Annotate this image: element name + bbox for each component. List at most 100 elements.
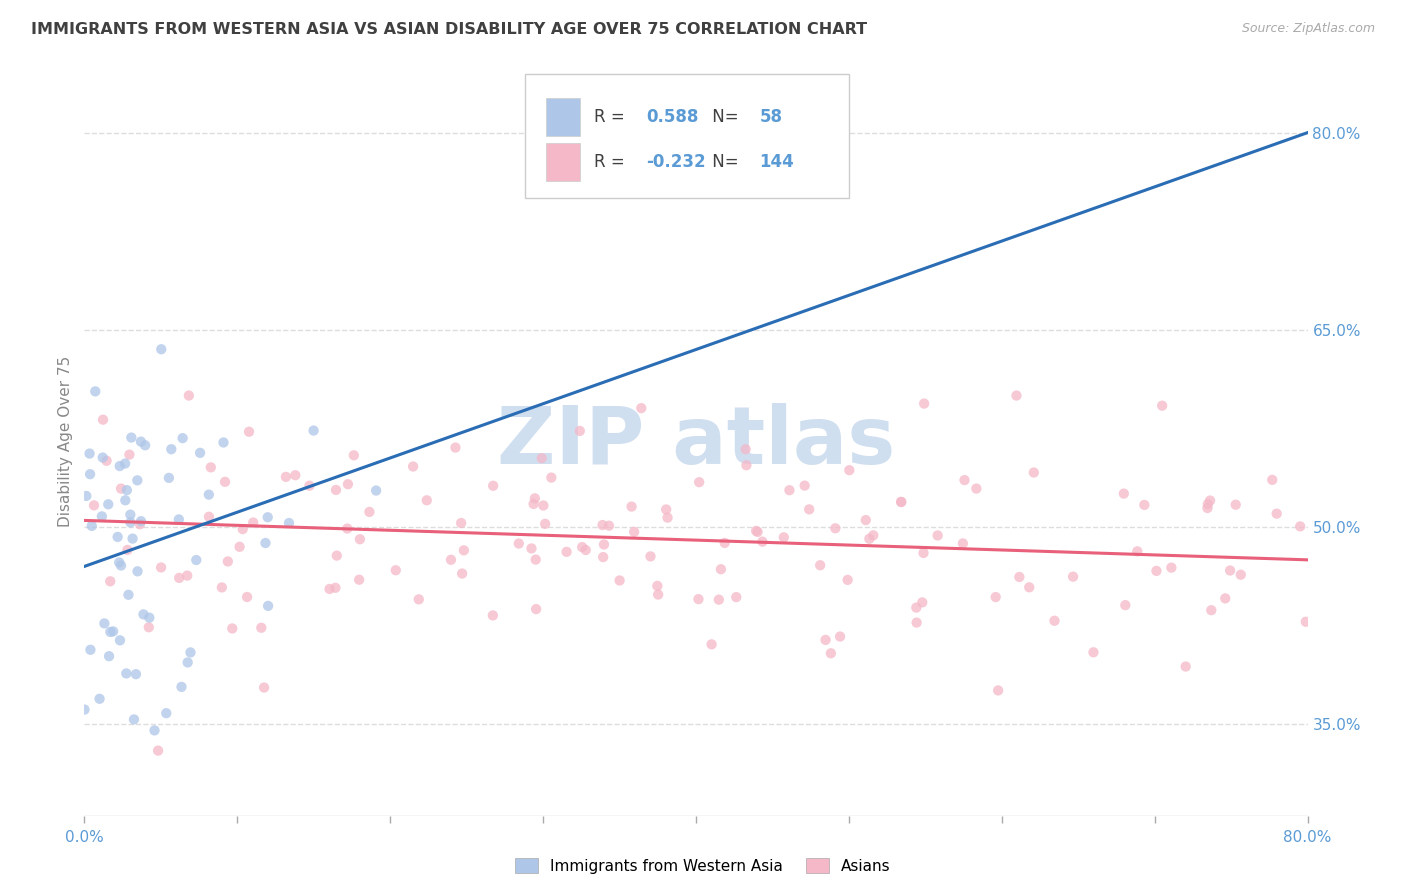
Point — [326, 549, 349, 563]
Point — [952, 536, 974, 550]
Point — [440, 553, 463, 567]
Point — [211, 581, 233, 595]
Point — [284, 468, 307, 483]
Point — [540, 470, 562, 484]
Point — [1199, 493, 1222, 508]
Point — [1114, 598, 1136, 612]
Bar — [546, 144, 579, 181]
Point — [115, 666, 138, 681]
Point — [114, 457, 136, 471]
Point — [799, 502, 821, 516]
Point — [1112, 486, 1135, 500]
Point — [965, 482, 987, 496]
Point — [120, 508, 142, 522]
Point — [138, 620, 160, 634]
Point — [155, 706, 177, 721]
Point — [179, 645, 201, 659]
Point — [89, 691, 111, 706]
Point — [298, 478, 321, 492]
Point — [912, 546, 935, 560]
Point — [347, 573, 370, 587]
Point — [110, 558, 132, 573]
Point — [747, 524, 769, 539]
Point — [101, 624, 124, 639]
Point — [520, 541, 543, 556]
Point — [1219, 564, 1241, 578]
Point — [630, 401, 652, 416]
Point — [157, 471, 180, 485]
Text: N=: N= — [707, 108, 744, 126]
Point — [349, 533, 371, 547]
Point — [523, 491, 546, 506]
Point — [416, 493, 439, 508]
Point — [524, 552, 547, 566]
Point — [655, 502, 678, 516]
Point — [837, 573, 859, 587]
Point — [592, 550, 614, 565]
Point — [129, 517, 152, 532]
Point — [1261, 473, 1284, 487]
Point — [75, 489, 97, 503]
Point — [221, 622, 243, 636]
Point — [232, 522, 254, 536]
Point — [117, 588, 139, 602]
Point — [508, 536, 530, 550]
Point — [911, 595, 934, 609]
Point — [444, 441, 467, 455]
Point — [1005, 388, 1028, 402]
Point — [172, 431, 194, 445]
Point — [778, 483, 800, 498]
Point — [250, 621, 273, 635]
Point — [890, 495, 912, 509]
Point — [108, 459, 131, 474]
Point — [828, 630, 851, 644]
Point — [1289, 519, 1312, 533]
Text: 144: 144 — [759, 153, 794, 171]
Point — [90, 509, 112, 524]
Point — [97, 497, 120, 511]
Point — [359, 505, 381, 519]
Point — [482, 608, 505, 623]
Point — [198, 488, 221, 502]
Point — [688, 475, 710, 490]
Point — [96, 454, 118, 468]
Point — [110, 482, 132, 496]
Text: 58: 58 — [759, 108, 783, 126]
Point — [238, 425, 260, 439]
Point — [143, 723, 166, 738]
Point — [253, 681, 276, 695]
Point — [318, 582, 340, 596]
Point — [1225, 498, 1247, 512]
Point — [912, 396, 935, 410]
Point — [402, 459, 425, 474]
Point — [84, 384, 107, 399]
Point — [186, 553, 208, 567]
Point — [150, 343, 173, 357]
Point — [176, 656, 198, 670]
Point — [242, 516, 264, 530]
Text: -0.232: -0.232 — [645, 153, 706, 171]
Point — [1197, 501, 1219, 516]
Point — [325, 581, 347, 595]
Point — [751, 534, 773, 549]
Point — [343, 448, 366, 462]
Point — [482, 479, 505, 493]
Point — [534, 516, 557, 531]
Point — [336, 477, 359, 491]
Point — [1160, 560, 1182, 574]
Point — [571, 540, 593, 554]
Point — [98, 649, 121, 664]
Point — [838, 463, 860, 477]
Point — [523, 497, 546, 511]
Point — [725, 590, 748, 604]
Point — [657, 510, 679, 524]
Point — [1043, 614, 1066, 628]
Point — [620, 500, 643, 514]
Point — [79, 642, 101, 657]
Point — [91, 450, 114, 465]
Point — [121, 532, 143, 546]
Point — [524, 602, 547, 616]
Point — [688, 592, 710, 607]
Point — [212, 435, 235, 450]
Point — [408, 592, 430, 607]
